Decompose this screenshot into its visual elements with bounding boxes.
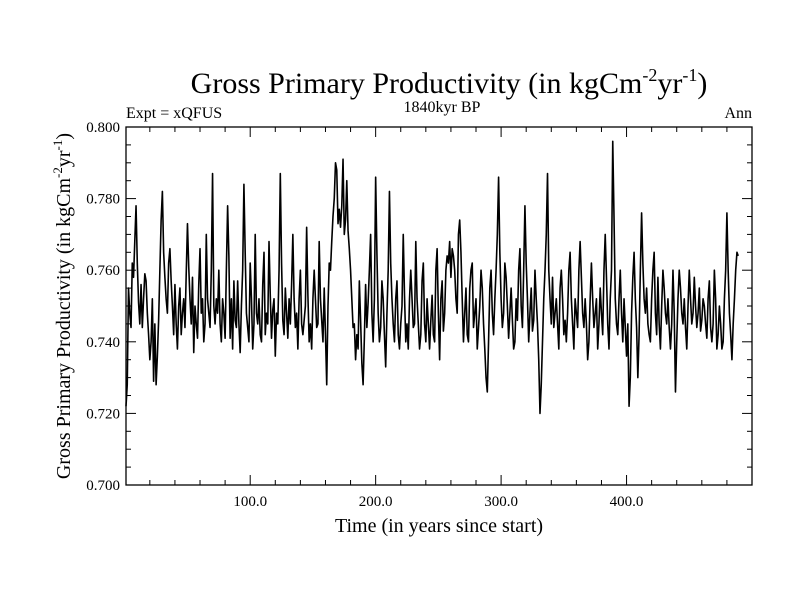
plot-frame [125, 126, 753, 486]
y-axis-label-superscript-1: -2 [50, 167, 65, 178]
title-main: Gross Primary Productivity (in kgCm [191, 67, 643, 100]
y-tick-label: 0.760 [86, 263, 120, 279]
x-tick-label: 200.0 [359, 494, 393, 510]
y-axis-label-superscript-2: -1 [50, 140, 65, 151]
title-superscript-2: -1 [682, 65, 697, 85]
y-tick-label: 0.800 [86, 120, 120, 136]
y-tick-label: 0.700 [86, 478, 120, 494]
y-tick-label: 0.780 [86, 192, 120, 208]
y-axis-label: Gross Primary Productivity (in kgCm-2yr-… [50, 133, 75, 479]
chart-title: Gross Primary Productivity (in kgCm-2yr-… [191, 65, 708, 100]
x-tick-label: 100.0 [233, 494, 267, 510]
x-axis-label: Time (in years since start) [335, 515, 543, 537]
data-series-line [125, 140, 739, 415]
title-superscript-1: -2 [642, 65, 657, 85]
season-label: Ann [724, 105, 752, 122]
y-tick-label: 0.720 [86, 406, 120, 422]
experiment-label: Expt = xQFUS [126, 105, 222, 122]
y-axis-label-mid: yr [53, 150, 75, 167]
y-tick-label: 0.740 [86, 335, 120, 351]
y-axis-label-end: ) [53, 133, 75, 140]
y-axis-label-main: Gross Primary Productivity (in kgCm [53, 178, 75, 480]
title-mid: yr [657, 67, 682, 100]
period-label: 1840kyr BP [404, 99, 481, 116]
axis-ticks [126, 126, 753, 486]
title-end: ) [697, 67, 707, 100]
x-tick-label: 300.0 [484, 494, 518, 510]
x-tick-label: 400.0 [610, 494, 644, 510]
tick-labels: 0.700 0.720 0.740 0.760 0.780 0.800 100.0 200.0… [86, 120, 643, 510]
